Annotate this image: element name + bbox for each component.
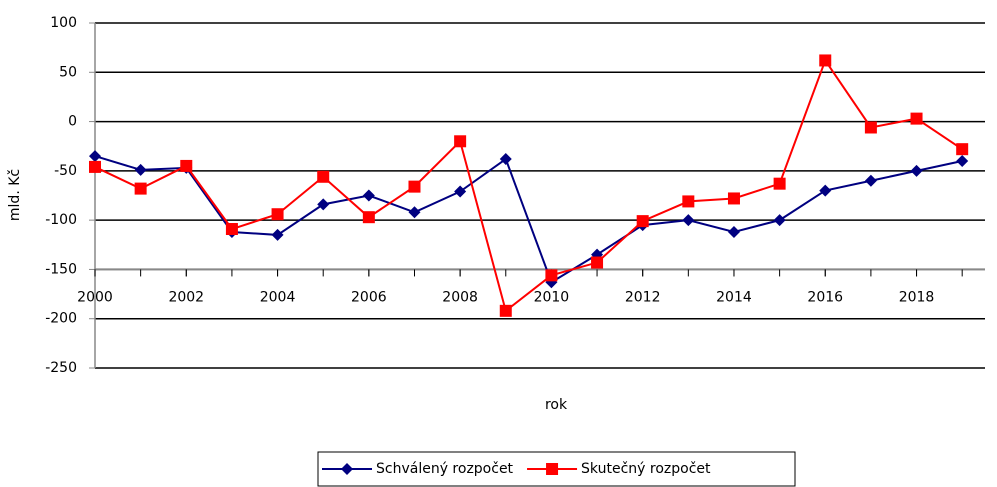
- series-marker: [225, 223, 238, 236]
- series-marker: [636, 215, 649, 228]
- series-marker: [682, 214, 695, 227]
- y-tick-label: 100: [50, 15, 77, 31]
- series-marker: [910, 164, 923, 177]
- series-marker: [956, 143, 969, 156]
- x-axis-label: rok: [545, 397, 568, 413]
- y-tick-label: -50: [54, 163, 77, 179]
- series-marker: [499, 153, 512, 166]
- series-line: [94, 58, 963, 313]
- series-marker: [956, 155, 969, 167]
- series-marker: [819, 184, 832, 197]
- y-tick-label: -150: [45, 261, 77, 277]
- series-marker: [89, 160, 101, 173]
- series-marker: [864, 174, 877, 187]
- x-tick-label: 2014: [716, 289, 752, 305]
- series-marker: [727, 225, 740, 238]
- series-marker: [408, 206, 421, 219]
- series-marker: [819, 54, 832, 67]
- y-tick-label: 50: [59, 64, 77, 80]
- x-tick-label: 2006: [351, 289, 387, 305]
- legend-marker: [546, 463, 559, 475]
- series-marker: [317, 198, 330, 211]
- series-marker: [454, 135, 467, 148]
- series-marker: [727, 192, 740, 205]
- legend-label: Skutečný rozpočet: [581, 461, 711, 477]
- series-marker: [773, 214, 786, 227]
- series-marker: [134, 182, 147, 195]
- x-tick-label: 2016: [807, 289, 843, 305]
- x-tick-label: 2002: [168, 289, 204, 305]
- x-tick-label: 2012: [625, 289, 661, 305]
- series-marker: [864, 121, 877, 134]
- y-tick-label: -250: [45, 360, 77, 376]
- series-marker: [89, 150, 101, 163]
- series-marker: [773, 177, 786, 190]
- series-marker: [134, 163, 147, 176]
- series-marker: [271, 208, 284, 221]
- series-marker: [545, 269, 558, 282]
- x-tick-label: 2018: [899, 289, 935, 305]
- x-tick-label: 2008: [442, 289, 478, 305]
- series-marker: [454, 185, 467, 198]
- series-marker: [317, 170, 330, 183]
- y-tick-label: -100: [45, 212, 77, 228]
- series-marker: [271, 228, 284, 241]
- y-tick-label: -200: [45, 311, 77, 327]
- series-marker: [591, 256, 604, 269]
- y-axis-label: mld. Kč: [7, 169, 23, 221]
- series-marker: [180, 159, 193, 172]
- series-line: [94, 155, 963, 284]
- x-tick-label: 2000: [77, 289, 113, 305]
- series-marker: [408, 180, 421, 193]
- series-marker: [499, 304, 512, 317]
- series-marker: [362, 211, 375, 224]
- series-marker: [682, 195, 695, 208]
- legend-marker: [341, 463, 353, 475]
- y-tick-label: 0: [68, 114, 77, 130]
- series-marker: [910, 112, 923, 125]
- x-tick-label: 2004: [260, 289, 296, 305]
- series-marker: [362, 189, 375, 202]
- legend-label: Schválený rozpočet: [376, 461, 514, 477]
- x-tick-label: 2010: [534, 289, 570, 305]
